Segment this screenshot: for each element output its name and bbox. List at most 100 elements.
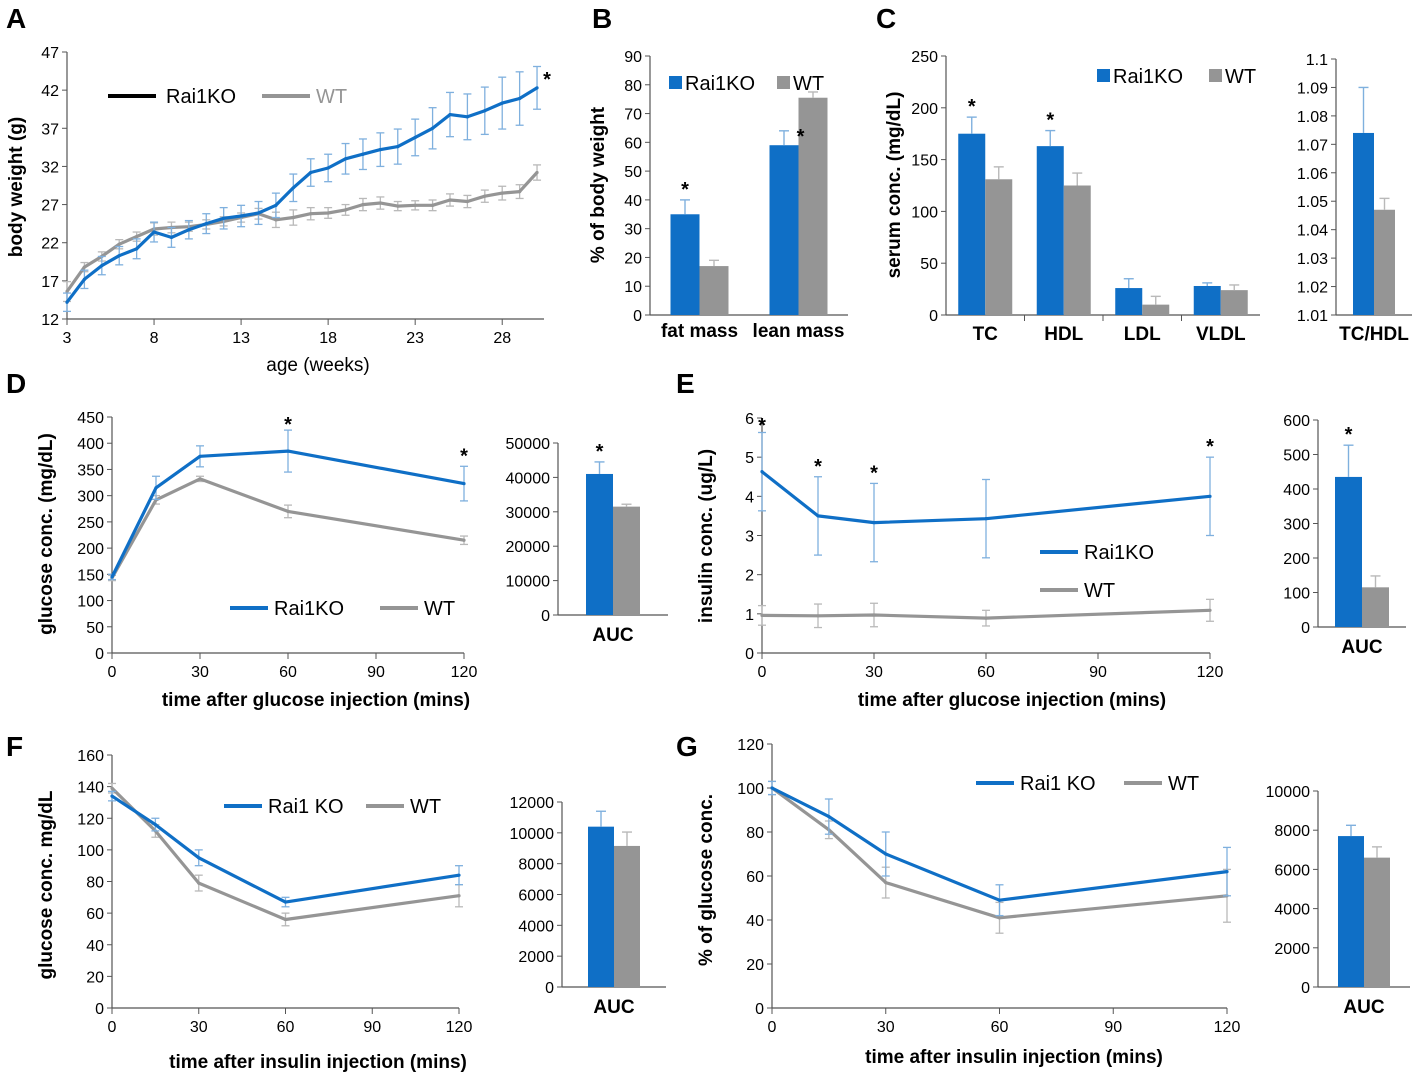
data-point xyxy=(204,222,208,226)
bar-ko xyxy=(586,473,613,615)
g-auc-y-axis: 0 2000 4000 6000 8000 10000 xyxy=(1266,784,1319,997)
panel-letter-g: G xyxy=(676,731,698,762)
y-tick-label: 20 xyxy=(86,969,104,986)
series-line xyxy=(771,786,1228,902)
y-tick-label: 80 xyxy=(624,78,642,95)
y-tick-label: 12000 xyxy=(510,795,555,812)
g-legend-wt-label: WT xyxy=(1168,773,1199,795)
y-tick-label: 2 xyxy=(745,568,754,585)
y-tick-label: 100 xyxy=(1283,586,1310,603)
x-tick-label: 18 xyxy=(319,330,337,347)
data-point xyxy=(884,852,888,856)
y-tick-label: 120 xyxy=(77,811,104,828)
y-tick-label: 0 xyxy=(633,308,642,325)
data-point xyxy=(500,191,504,195)
data-point xyxy=(770,786,774,790)
bar-ko xyxy=(769,145,799,315)
y-tick-label: 6000 xyxy=(518,888,554,905)
d-x-axis-label: time after glucose injection (mins) xyxy=(162,690,470,711)
a-series-ko xyxy=(63,65,542,313)
x-tick-label: 60 xyxy=(977,664,995,681)
x-tick-label: 0 xyxy=(758,664,767,681)
y-tick-label: 1 xyxy=(745,607,754,624)
d-series-ko xyxy=(108,429,468,581)
data-point xyxy=(483,109,487,113)
c-legend-wt-swatch xyxy=(1209,69,1222,82)
bar-wt xyxy=(1063,185,1091,315)
panel-letter-c: C xyxy=(876,3,896,34)
y-tick-label: 40 xyxy=(86,938,104,955)
f-x-axis-label: time after insulin injection (mins) xyxy=(169,1052,467,1073)
y-tick-label: 400 xyxy=(1283,482,1310,499)
data-point xyxy=(110,786,114,790)
c-legend-wt-label: WT xyxy=(1225,66,1256,88)
x-tick-label: 90 xyxy=(367,664,385,681)
significance-star: * xyxy=(460,445,468,467)
g-x-axis: 0 30 60 90 120 xyxy=(768,1007,1241,1036)
c-x-axis: TC HDL LDL VLDL xyxy=(946,314,1260,345)
y-tick-label: 0 xyxy=(1301,620,1310,637)
data-point xyxy=(430,126,435,130)
data-point xyxy=(283,917,288,922)
data-point xyxy=(448,112,452,117)
f-legend-wt-label: WT xyxy=(410,796,441,818)
d-legend-ko-label: Rai1KO xyxy=(274,598,344,620)
bar-ko xyxy=(1338,836,1364,987)
x-tick-label: 120 xyxy=(1214,1019,1241,1036)
data-point xyxy=(198,477,202,481)
y-tick-label: 50000 xyxy=(506,436,551,453)
c-y-axis-label: serum conc. (mg/dL) xyxy=(884,92,905,279)
y-tick-label: 20000 xyxy=(506,539,551,556)
a-legend-wt-label: WT xyxy=(316,86,347,108)
a-legend-ko-label: Rai1KO xyxy=(166,86,236,108)
d-auc-y-axis: 0 10000 20000 30000 40000 50000 xyxy=(506,436,559,625)
d-legend: Rai1KO WT xyxy=(230,598,455,620)
x-tick-label: 30 xyxy=(877,1019,895,1036)
y-tick-label: 1.03 xyxy=(1297,251,1328,268)
data-point xyxy=(100,264,104,268)
y-tick-label: 30000 xyxy=(506,505,551,522)
data-point xyxy=(82,265,87,269)
data-point xyxy=(154,486,158,490)
d-y-axis-label: glucose conc. (mg/dL) xyxy=(36,433,57,635)
y-tick-label: 10000 xyxy=(506,574,551,591)
y-tick-label: 1.08 xyxy=(1297,109,1328,126)
bar-wt xyxy=(1362,587,1389,627)
data-point xyxy=(518,96,522,101)
x-tick-label: 30 xyxy=(191,664,209,681)
category-label: lean mass xyxy=(753,321,845,342)
y-tick-label: 1.1 xyxy=(1306,52,1328,69)
data-point xyxy=(378,148,382,152)
data-point xyxy=(187,228,191,232)
y-tick-label: 2000 xyxy=(1274,941,1310,958)
y-tick-label: 300 xyxy=(77,489,104,506)
y-tick-label: 90 xyxy=(624,49,642,66)
x-tick-label: 90 xyxy=(363,1019,381,1036)
data-point xyxy=(430,203,435,207)
bar-wt xyxy=(985,179,1013,315)
data-point xyxy=(457,894,461,898)
d-legend-wt-label: WT xyxy=(424,598,455,620)
y-tick-label: 40000 xyxy=(506,470,551,487)
y-tick-label: 3 xyxy=(745,529,754,546)
x-tick-label: 28 xyxy=(493,330,511,347)
bar-ko xyxy=(588,826,614,987)
data-point xyxy=(997,916,1002,920)
y-tick-label: 12 xyxy=(41,312,59,329)
y-tick-label: 150 xyxy=(911,153,938,170)
y-tick-label: 1.02 xyxy=(1297,280,1328,297)
y-tick-label: 200 xyxy=(1283,551,1310,568)
bar-wt xyxy=(798,97,828,315)
significance-star: * xyxy=(681,179,689,201)
y-tick-label: 50 xyxy=(86,620,104,637)
data-point xyxy=(872,613,876,617)
bar-wt xyxy=(699,266,729,315)
data-point xyxy=(984,616,988,620)
e-series-wt xyxy=(758,598,1214,629)
panel-letter-d: D xyxy=(6,368,26,399)
y-tick-label: 300 xyxy=(1283,517,1310,534)
b-y-axis-label: % of body weight xyxy=(588,106,609,263)
y-tick-label: 4000 xyxy=(518,918,554,935)
e-legend-ko-label: Rai1KO xyxy=(1084,542,1154,564)
x-tick-label: 0 xyxy=(768,1019,777,1036)
